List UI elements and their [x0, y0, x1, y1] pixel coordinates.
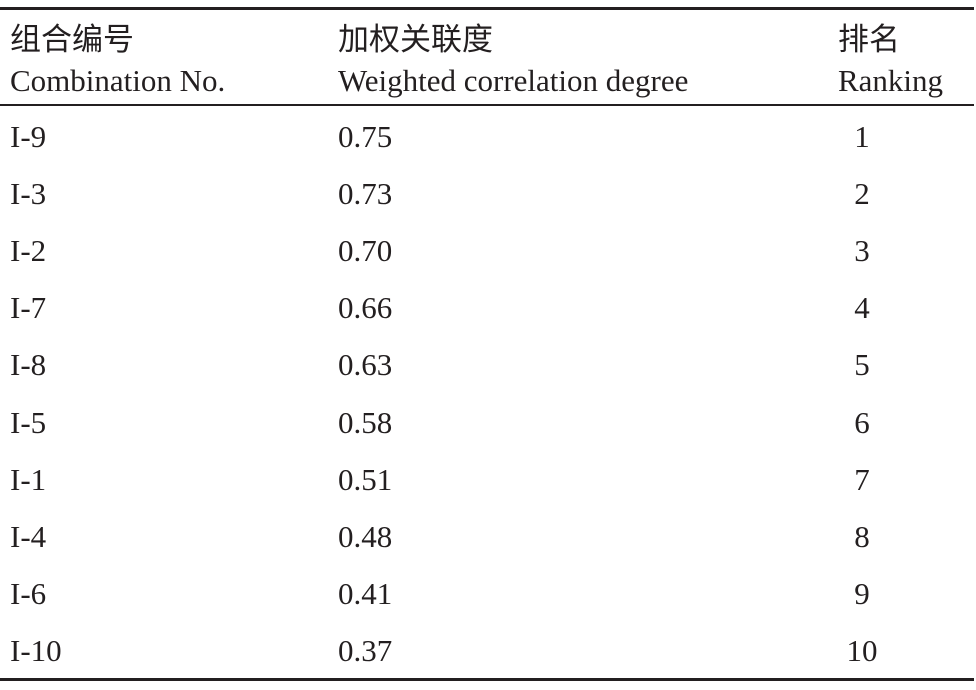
- table-cell: 0.70: [338, 233, 393, 269]
- header-zh: 排名: [838, 22, 900, 57]
- top-rule: [0, 7, 974, 10]
- table-cell: I-4: [10, 518, 47, 554]
- table-cell: I-5: [10, 404, 47, 440]
- header-zh: 组合编号: [10, 22, 134, 57]
- bottom-rule: [0, 678, 974, 681]
- table-cell: 5: [854, 347, 870, 383]
- table-cell: I-3: [10, 176, 47, 212]
- table-cell: I-1: [10, 461, 47, 497]
- table-cell: 6: [854, 404, 870, 440]
- table-cell: 4: [854, 290, 870, 326]
- table-cell: 0.37: [338, 632, 393, 668]
- header-zh: 加权关联度: [338, 22, 493, 57]
- table-cell: I-2: [10, 233, 47, 269]
- table-cell: 2: [854, 176, 870, 212]
- table-cell: 0.75: [338, 119, 393, 154]
- table-cell: I-6: [10, 575, 47, 611]
- table-cell: 7: [854, 461, 870, 497]
- table-cell: 0.41: [338, 575, 393, 611]
- table-cell: I-8: [10, 347, 47, 383]
- table-cell: 0.58: [338, 404, 393, 440]
- table-cell: 8: [854, 518, 870, 554]
- table-cell: 10: [846, 632, 878, 668]
- table-cell: I-7: [10, 290, 47, 326]
- table-cell: 9: [854, 575, 870, 611]
- header-en: Ranking: [838, 63, 944, 98]
- table-cell: 0.63: [338, 347, 393, 383]
- table-cell: 1: [854, 119, 870, 154]
- table-cell: 3: [854, 233, 870, 269]
- header-en: Weighted correlation degree: [338, 63, 689, 98]
- table-cell: I-9: [10, 119, 47, 154]
- table-cell: 0.73: [338, 176, 393, 212]
- table-cell: 0.51: [338, 461, 393, 497]
- header-en: Combination No.: [10, 63, 226, 98]
- table-cell: 0.66: [338, 290, 393, 326]
- table-cell: 0.48: [338, 518, 393, 554]
- header-rule: [0, 104, 974, 106]
- table-cell: I-10: [10, 632, 62, 668]
